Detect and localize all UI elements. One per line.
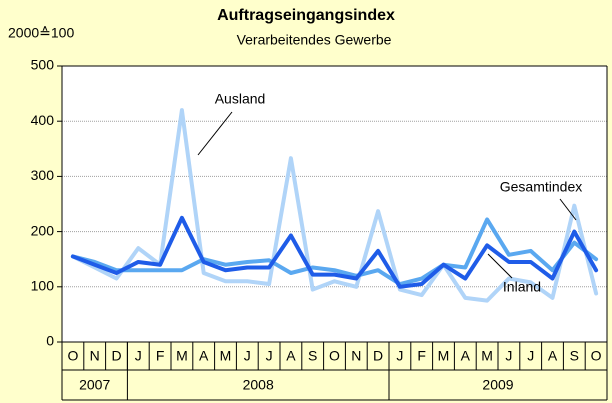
y-tick-label: 500 [31,57,55,73]
x-tick-label: O [67,348,78,364]
lines [70,108,599,303]
axes [61,65,608,401]
x-tick-label: S [308,348,317,364]
y-tick-label: 0 [46,333,54,349]
x-tick-label: D [111,348,121,364]
y-tick-label: 400 [31,112,55,128]
x-tick-label: M [176,348,188,364]
x-tick-label: A [548,348,558,364]
x-tick-label: M [481,348,493,364]
series-line [70,217,599,287]
x-tick-label: O [591,348,602,364]
y-tick-label: 200 [31,222,55,238]
chart-title: Auftragseingangsindex [217,7,395,24]
x-tick-label: O [329,348,340,364]
series-line [70,215,599,289]
x-tick-label: N [90,348,100,364]
year-label: 2008 [243,377,274,393]
x-tick-label: M [220,348,232,364]
x-tick-label: J [135,348,142,364]
y-tick-label: 100 [31,278,55,294]
x-tick-label: D [373,348,383,364]
series-label: Inland [503,279,541,295]
chart-subtitle: Verarbeitendes Gewerbe [237,32,392,48]
annotation-line [197,111,233,156]
series-label: Gesamtindex [500,179,582,195]
x-tick-label: F [417,348,426,364]
x-tick-label: F [156,348,165,364]
x-tick-label: S [570,348,579,364]
year-label: 2007 [79,377,110,393]
x-tick-label: A [461,348,471,364]
annotation-line [487,253,513,279]
x-tick-label: J [396,348,403,364]
x-tick-label: N [351,348,361,364]
annotation-line [559,198,577,221]
year-label: 2009 [482,377,513,393]
y-axis-label: 2000≙100 [8,25,74,41]
x-tick-label: J [266,348,273,364]
x-tick-label: J [505,348,512,364]
x-tick-label: J [244,348,251,364]
x-tick-label: J [527,348,534,364]
plot-area [62,66,607,342]
x-tick-label: A [199,348,209,364]
series-label: Ausland [215,91,266,107]
x-tick-label: M [438,348,450,364]
y-tick-label: 300 [31,167,55,183]
x-tick-label: A [286,348,296,364]
